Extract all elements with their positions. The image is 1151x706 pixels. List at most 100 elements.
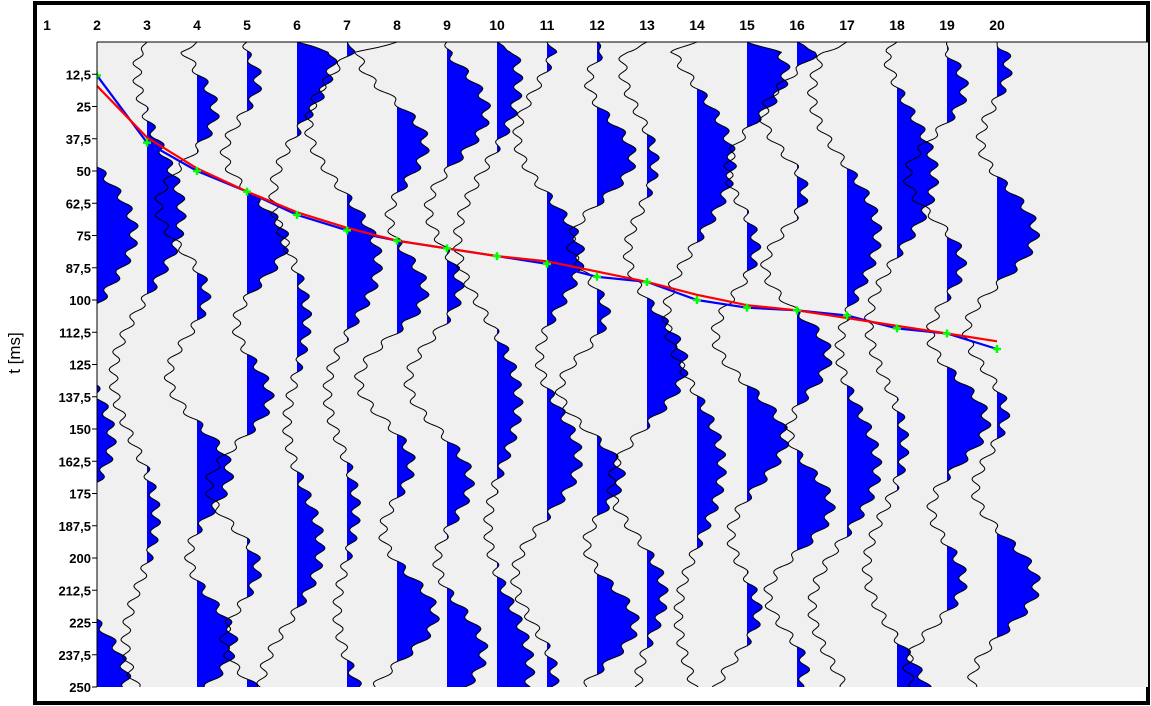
y-tick-label: 200 [69, 551, 91, 566]
trace-20 [961, 42, 1041, 687]
pick-marker [97, 71, 101, 80]
trace-10 [452, 42, 536, 687]
trace-fill [747, 42, 790, 687]
pick-marker [343, 226, 351, 235]
y-tick-label: 37,5 [66, 132, 91, 147]
trace-8 [353, 42, 440, 687]
pick-marker [243, 187, 251, 196]
x-tick-label: 2 [93, 17, 101, 33]
x-tick-label: 1 [43, 17, 51, 33]
trace-wiggle [661, 42, 737, 687]
y-tick-label: 250 [69, 680, 91, 695]
y-tick-label: 225 [69, 616, 91, 631]
trace-wiggle [554, 42, 640, 687]
trace-wiggle [452, 42, 536, 687]
y-tick-label: 87,5 [66, 261, 91, 276]
x-tick-label: 16 [789, 17, 805, 33]
y-tick-label: 162,5 [58, 454, 91, 469]
y-tick-label: 237,5 [58, 648, 91, 663]
trace-fill [847, 42, 882, 687]
trace-wiggle [902, 42, 992, 687]
y-tick-label: 125 [69, 358, 91, 373]
x-tick-label: 10 [489, 17, 505, 33]
trace-fill [897, 42, 939, 687]
trace-fill [447, 42, 491, 687]
y-tick-label: 12,5 [66, 67, 91, 82]
pick-marker [543, 259, 551, 268]
pick-marker [743, 303, 751, 312]
x-tick-label: 15 [739, 17, 755, 33]
trace-5 [205, 42, 290, 687]
x-tick-label: 3 [143, 17, 151, 33]
pick-marker [793, 306, 801, 315]
trace-wiggle [256, 42, 338, 687]
y-tick-label: 112,5 [59, 325, 91, 340]
x-tick-label: 20 [989, 17, 1005, 33]
x-tick-label: 17 [839, 17, 855, 33]
y-tick-label: 150 [69, 422, 91, 437]
trace-wiggle [807, 42, 883, 687]
x-tick-label: 9 [443, 17, 451, 33]
pick-marker [143, 138, 151, 147]
y-tick-label: 187,5 [58, 519, 91, 534]
y-tick-label: 100 [69, 293, 91, 308]
pick-marker [493, 252, 501, 261]
trace-wiggle [510, 42, 585, 687]
trace-wiggle [353, 42, 440, 687]
x-tick-label: 14 [689, 17, 705, 33]
x-tick-label: 6 [293, 17, 301, 33]
trace-fill [197, 42, 238, 687]
trace-fill [997, 42, 1041, 687]
trace-fill [597, 42, 640, 687]
pick-marker [293, 210, 301, 219]
pick-marker [193, 167, 201, 175]
trace-fill [97, 42, 138, 687]
x-tick-label: 5 [243, 17, 251, 33]
trace-2 [97, 42, 139, 687]
x-tick-label: 13 [639, 17, 655, 33]
y-tick-label: 50 [77, 164, 91, 179]
trace-wiggle [861, 42, 940, 687]
trace-fill [797, 42, 836, 687]
trace-14 [661, 42, 737, 687]
trace-9 [403, 42, 491, 687]
trace-wiggle [961, 42, 1041, 687]
trace-fill [247, 42, 289, 687]
pick-marker [893, 324, 901, 333]
y-tick-label: 62,5 [66, 196, 91, 211]
x-tick-label: 4 [193, 17, 201, 33]
y-tick-label: 212,5 [58, 583, 91, 598]
y-tick-label: 137,5 [58, 390, 91, 405]
trace-wiggle [154, 42, 239, 687]
pick-curve-2 [97, 84, 998, 343]
trace-wiggle [205, 42, 290, 687]
x-tick-label: 7 [343, 17, 351, 33]
pick-marker [943, 329, 951, 338]
y-tick-labels: 12,5 25 37,5 50 62,5 75 87,5 100 112,5 125 137,5 15… [58, 67, 97, 695]
trace-fill [297, 42, 337, 687]
trace-wiggle [606, 42, 689, 687]
x-tick-label: 8 [393, 17, 401, 33]
trace-fill [697, 42, 737, 687]
plot-area [97, 42, 1148, 687]
trace-11 [510, 42, 585, 687]
x-tick-label: 12 [589, 17, 605, 33]
trace-4 [154, 42, 239, 687]
trace-fill [497, 42, 535, 687]
x-tick-label: 18 [889, 17, 905, 33]
pick-marker [843, 311, 851, 320]
trace-15 [710, 42, 791, 687]
pick-marker [443, 244, 451, 253]
x-tick-label: 11 [540, 17, 555, 33]
y-tick-label: 75 [77, 229, 91, 244]
y-tick-label: 175 [69, 487, 91, 502]
trace-wiggle [403, 42, 491, 687]
pick-curve-1 [97, 74, 998, 351]
trace-6 [256, 42, 338, 687]
trace-7 [304, 42, 383, 687]
trace-18 [861, 42, 940, 687]
trace-13 [606, 42, 689, 687]
trace-fill [947, 42, 991, 687]
trace-fill [647, 42, 688, 687]
